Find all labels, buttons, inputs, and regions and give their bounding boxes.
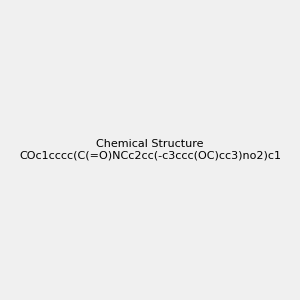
Text: Chemical Structure
COc1cccc(C(=O)NCc2cc(-c3ccc(OC)cc3)no2)c1: Chemical Structure COc1cccc(C(=O)NCc2cc(… bbox=[19, 139, 281, 161]
